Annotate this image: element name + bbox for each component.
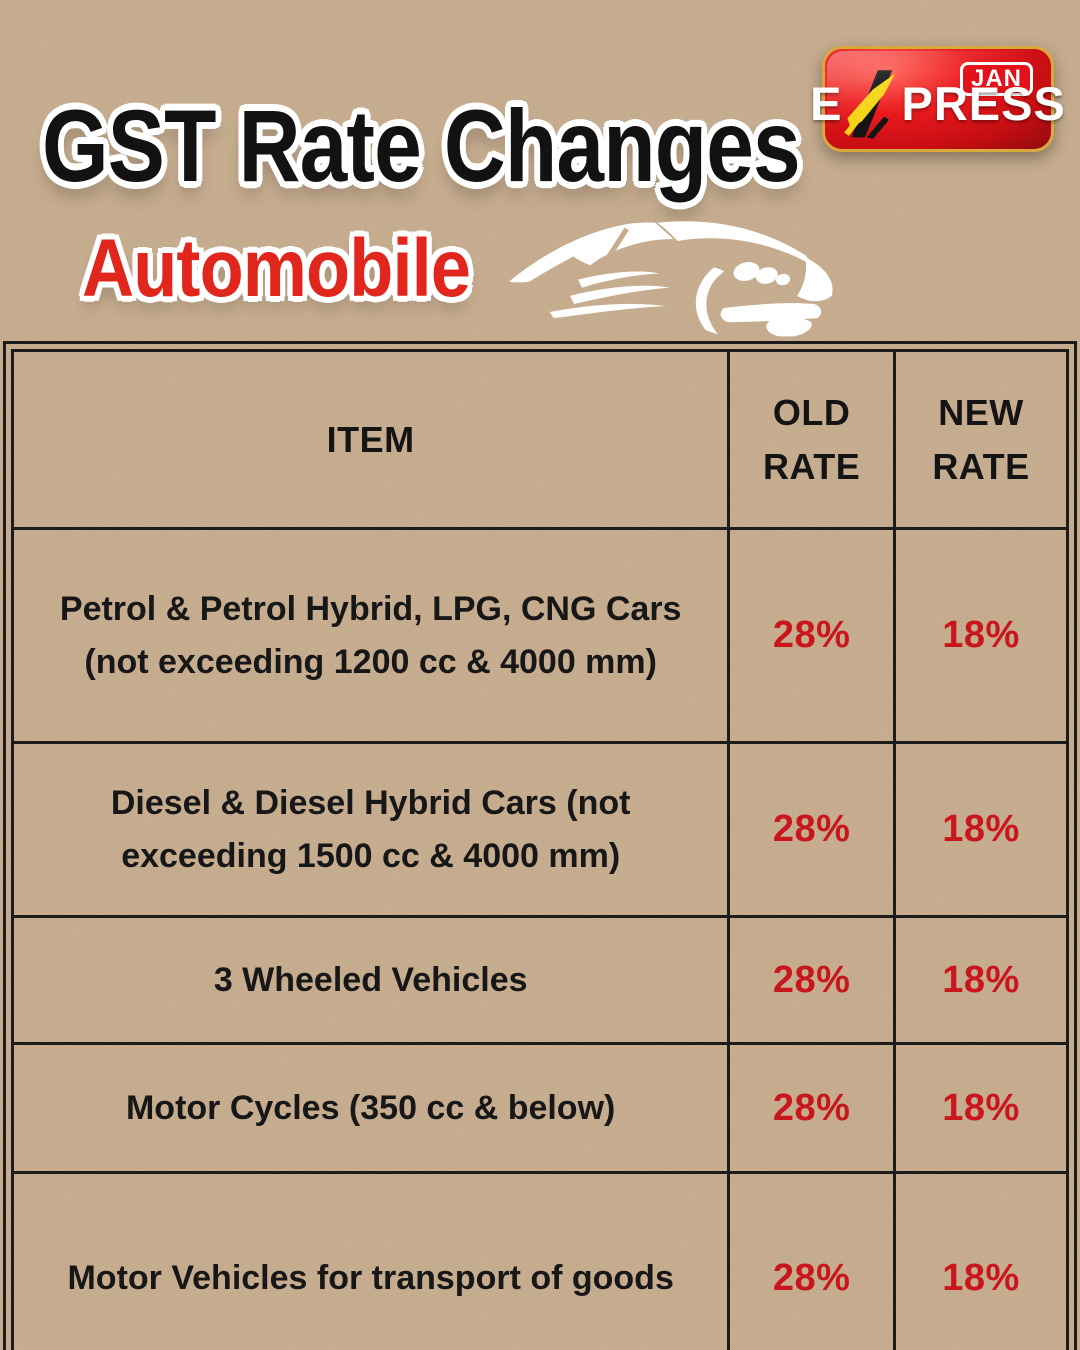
logo-letter-e: E	[810, 76, 843, 130]
rates-table: ITEM OLD RATE NEW RATE Petrol & Petrol H…	[3, 341, 1077, 1350]
page-title: GST Rate Changes	[42, 89, 801, 203]
item-label: Petrol & Petrol Hybrid, LPG, CNG Cars (n…	[10, 527, 731, 744]
item-label: Motor Cycles (350 cc & below)	[10, 1042, 731, 1174]
jan-express-logo: JAN E PRESS	[810, 46, 1065, 152]
new-rate-value: 18%	[892, 1171, 1070, 1350]
express-x-icon	[843, 70, 895, 139]
table-row: Motor Cycles (350 cc & below) 28% 18%	[10, 1042, 1070, 1174]
column-header-item: ITEM	[10, 349, 731, 530]
table-row: Petrol & Petrol Hybrid, LPG, CNG Cars (n…	[10, 527, 1070, 744]
item-label: Diesel & Diesel Hybrid Cars (not exceedi…	[10, 741, 731, 918]
table-row: Diesel & Diesel Hybrid Cars (not exceedi…	[10, 741, 1070, 918]
column-header-new-rate: NEW RATE	[892, 349, 1070, 530]
rates-table-grid: ITEM OLD RATE NEW RATE Petrol & Petrol H…	[10, 349, 1070, 1350]
section-subtitle: Automobile	[82, 223, 471, 314]
table-row: 3 Wheeled Vehicles 28% 18%	[10, 915, 1070, 1045]
new-rate-value: 18%	[892, 741, 1070, 918]
column-header-old-rate: OLD RATE	[727, 349, 896, 530]
old-rate-value: 28%	[727, 1171, 896, 1350]
logo-wordmark: E PRESS	[810, 65, 1065, 141]
table-header-row: ITEM OLD RATE NEW RATE	[10, 349, 1070, 530]
item-label: 3 Wheeled Vehicles	[10, 915, 731, 1045]
car-icon	[509, 221, 833, 337]
old-rate-value: 28%	[727, 915, 896, 1045]
old-rate-value: 28%	[727, 741, 896, 918]
old-rate-value: 28%	[727, 1042, 896, 1174]
new-rate-value: 18%	[892, 527, 1070, 744]
table-row: Motor Vehicles for transport of goods 28…	[10, 1171, 1070, 1350]
new-rate-value: 18%	[892, 915, 1070, 1045]
new-rate-value: 18%	[892, 1042, 1070, 1174]
item-label: Motor Vehicles for transport of goods	[10, 1171, 731, 1350]
logo-word-press: PRESS	[901, 76, 1066, 130]
old-rate-value: 28%	[727, 527, 896, 744]
